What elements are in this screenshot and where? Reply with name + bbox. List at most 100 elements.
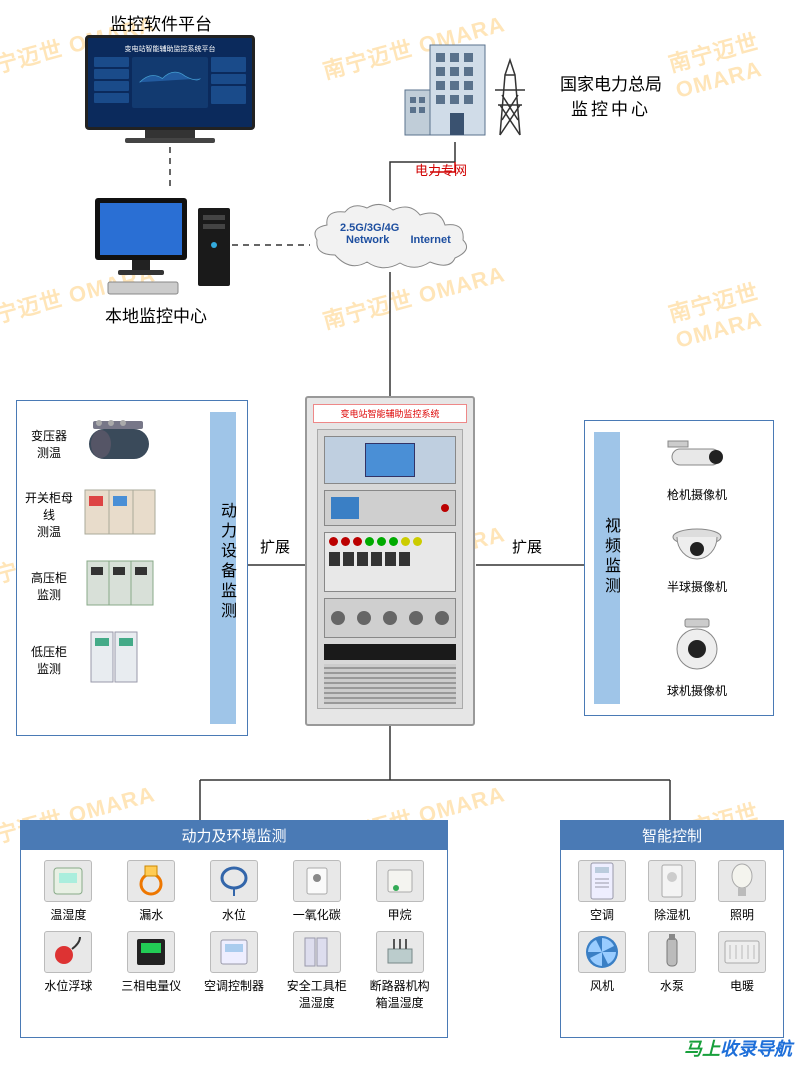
switchgear-icon [81, 486, 159, 543]
item-label: 漏水 [139, 906, 163, 923]
list-item: 半球摄像机 [667, 525, 727, 595]
pump-icon [648, 931, 696, 973]
watermark: 南宁迈世 OMARA [665, 14, 800, 104]
heater-icon [718, 931, 766, 973]
list-item: 开关柜母线 测温 [25, 486, 239, 543]
dome-camera-icon [667, 525, 727, 574]
item-l1: 低压柜 [25, 643, 73, 660]
item-l1: 开关柜母线 [25, 489, 73, 523]
list-item: 空调控制器 [195, 931, 274, 1011]
item-label: 空调 [590, 906, 614, 923]
item-l2: 监测 [25, 660, 73, 677]
item-label: 甲烷 [388, 906, 412, 923]
list-item: 断路器机构 箱温湿度 [360, 931, 439, 1011]
national-center-label: 国家电力总局 监控中心 [560, 70, 662, 120]
item-label: 三相电量仪 [121, 977, 181, 994]
item-label: 电暖 [730, 977, 754, 994]
watermark: 南宁迈世 OMARA [665, 264, 800, 354]
cloud-text-3: Internet [410, 234, 450, 246]
list-item: 空调 [569, 860, 635, 923]
lv-cabinet-icon [81, 628, 159, 691]
list-item: 变压器 测温 [25, 415, 239, 472]
local-center-label: 本地监控中心 [105, 302, 207, 327]
cabinet: 变电站智能辅助监控系统 [305, 396, 475, 726]
list-item: 照明 [709, 860, 775, 923]
cloud-text-1: 2.5G/3G/4G [340, 222, 399, 234]
list-item: 球机摄像机 [667, 617, 727, 699]
dashboard-icon: 变电站智能辅助监控系统平台 [85, 35, 255, 145]
list-item: 枪机摄像机 [662, 437, 732, 503]
item-l2: 监测 [25, 586, 73, 603]
item-label: 断路器机构 箱温湿度 [370, 977, 430, 1011]
item-label: 枪机摄像机 [667, 486, 727, 503]
ctrl-title: 智能控制 [561, 821, 783, 850]
national-center-l2: 监控中心 [560, 95, 662, 120]
left-bar-title: 动力设备监测 [214, 502, 238, 622]
meter-icon [127, 931, 175, 973]
item-label: 一氧化碳 [293, 906, 341, 923]
bullet-camera-icon [662, 437, 732, 482]
footer-logo: 马上收录导航 [684, 1035, 792, 1061]
power-network-label: 电力专网 [415, 160, 467, 179]
list-item: 漏水 [112, 860, 191, 923]
logo-part2: 收录导航 [720, 1039, 792, 1059]
item-label: 温湿度 [50, 906, 86, 923]
item-label: 水位浮球 [44, 977, 92, 994]
right-bar: 视频监测 [594, 432, 620, 704]
item-l2: 测温 [25, 444, 73, 461]
building-icon [400, 35, 530, 140]
cloud-text-2: Network [346, 234, 389, 246]
item-l2: 测温 [25, 523, 73, 540]
ac-ctrl-icon [210, 931, 258, 973]
right-bar-title: 视频监测 [598, 517, 622, 597]
list-item: 风机 [569, 931, 635, 994]
item-label: 半球摄像机 [667, 578, 727, 595]
water-level-icon [210, 860, 258, 902]
left-bar: 动力设备监测 [210, 412, 236, 724]
env-title: 动力及环境监测 [21, 821, 447, 850]
cabinet-title: 变电站智能辅助监控系统 [313, 404, 467, 423]
leak-icon [127, 860, 175, 902]
pc-icon [90, 190, 240, 300]
list-item: 水泵 [639, 931, 705, 994]
light-icon [718, 860, 766, 902]
item-label: 空调控制器 [204, 977, 264, 994]
transformer-icon [81, 415, 159, 472]
item-label: 照明 [730, 906, 754, 923]
list-item: 电暖 [709, 931, 775, 994]
item-l1: 高压柜 [25, 569, 73, 586]
tool-cabinet-icon [293, 931, 341, 973]
list-item: 甲烷 [360, 860, 439, 923]
ac-icon [578, 860, 626, 902]
ptz-camera-icon [669, 617, 725, 678]
list-item: 水位浮球 [29, 931, 108, 1011]
temp-humidity-icon [44, 860, 92, 902]
extend-right-label: 扩展 [512, 536, 542, 557]
list-item: 高压柜 监测 [25, 557, 239, 614]
float-icon [44, 931, 92, 973]
list-item: 一氧化碳 [277, 860, 356, 923]
item-label: 球机摄像机 [667, 682, 727, 699]
list-item: 三相电量仪 [112, 931, 191, 1011]
national-center-l1: 国家电力总局 [560, 70, 662, 95]
software-platform-label: 监控软件平台 [110, 10, 212, 35]
list-item: 水位 [195, 860, 274, 923]
breaker-icon [376, 931, 424, 973]
list-item: 安全工具柜 温湿度 [277, 931, 356, 1011]
hv-cabinet-icon [81, 557, 159, 614]
methane-icon [376, 860, 424, 902]
item-label: 水位 [222, 906, 246, 923]
list-item: 温湿度 [29, 860, 108, 923]
item-label: 水泵 [660, 977, 684, 994]
smart-control-panel: 智能控制 空调 除湿机 照明 风机 水泵 电暖 [560, 820, 784, 1038]
dehumidifier-icon [648, 860, 696, 902]
item-label: 风机 [590, 977, 614, 994]
list-item: 除湿机 [639, 860, 705, 923]
extend-left-label: 扩展 [260, 536, 290, 557]
item-label: 安全工具柜 温湿度 [287, 977, 347, 1011]
list-item: 低压柜 监测 [25, 628, 239, 691]
env-monitor-panel: 动力及环境监测 温湿度 漏水 水位 一氧化碳 甲烷 水位浮球 三相电量仪 空调控… [20, 820, 448, 1038]
item-label: 除湿机 [654, 906, 690, 923]
co-icon [293, 860, 341, 902]
item-l1: 变压器 [25, 427, 73, 444]
